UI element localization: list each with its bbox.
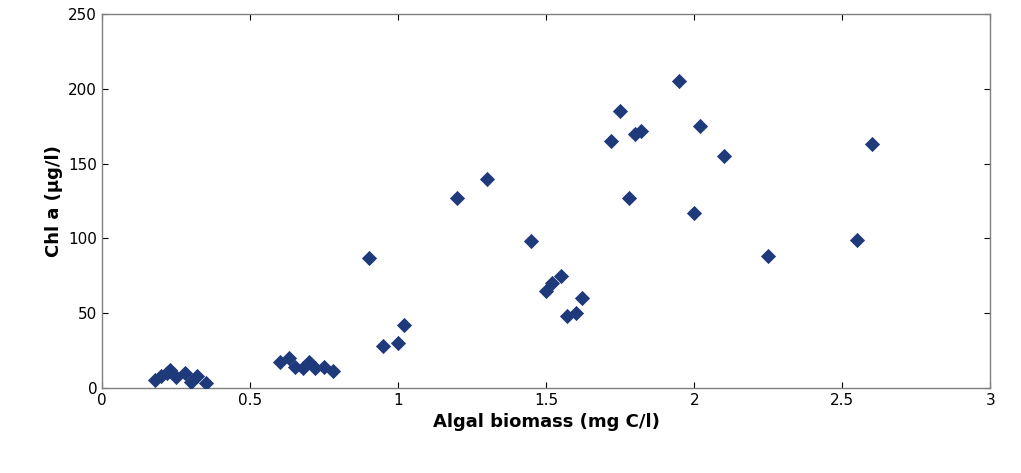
Point (286, 363, 302, 371)
Point (390, 339, 406, 347)
Point (272, 359, 288, 366)
Point (325, 368, 341, 375)
Point (612, 107, 628, 115)
Point (479, 175, 495, 183)
Point (544, 280, 561, 287)
Point (177, 369, 193, 377)
Point (281, 354, 297, 362)
Y-axis label: Chl a (μg/l): Chl a (μg/l) (45, 145, 63, 257)
Point (627, 130, 643, 138)
Point (153, 372, 169, 380)
Point (295, 365, 311, 372)
Point (159, 369, 176, 377)
X-axis label: Algal biomass (mg C/l): Algal biomass (mg C/l) (433, 413, 660, 431)
Point (864, 140, 880, 148)
Point (848, 236, 865, 244)
Point (198, 380, 214, 387)
Point (603, 138, 620, 145)
Point (396, 321, 412, 329)
Point (523, 237, 539, 245)
Point (621, 194, 637, 202)
Point (686, 209, 702, 217)
Point (375, 342, 391, 350)
Point (672, 78, 688, 85)
Point (167, 374, 184, 381)
Point (147, 377, 163, 384)
Point (538, 287, 554, 295)
Point (716, 152, 732, 160)
Point (301, 359, 318, 366)
Point (183, 378, 199, 385)
Point (760, 253, 776, 260)
Point (574, 294, 590, 302)
Point (553, 272, 570, 280)
Point (360, 254, 377, 262)
Point (307, 365, 324, 372)
Point (558, 312, 575, 320)
Point (189, 372, 205, 380)
Point (162, 366, 179, 374)
Point (633, 127, 649, 134)
Point (692, 123, 709, 130)
Point (315, 363, 332, 371)
Point (449, 194, 466, 202)
Point (568, 309, 584, 317)
